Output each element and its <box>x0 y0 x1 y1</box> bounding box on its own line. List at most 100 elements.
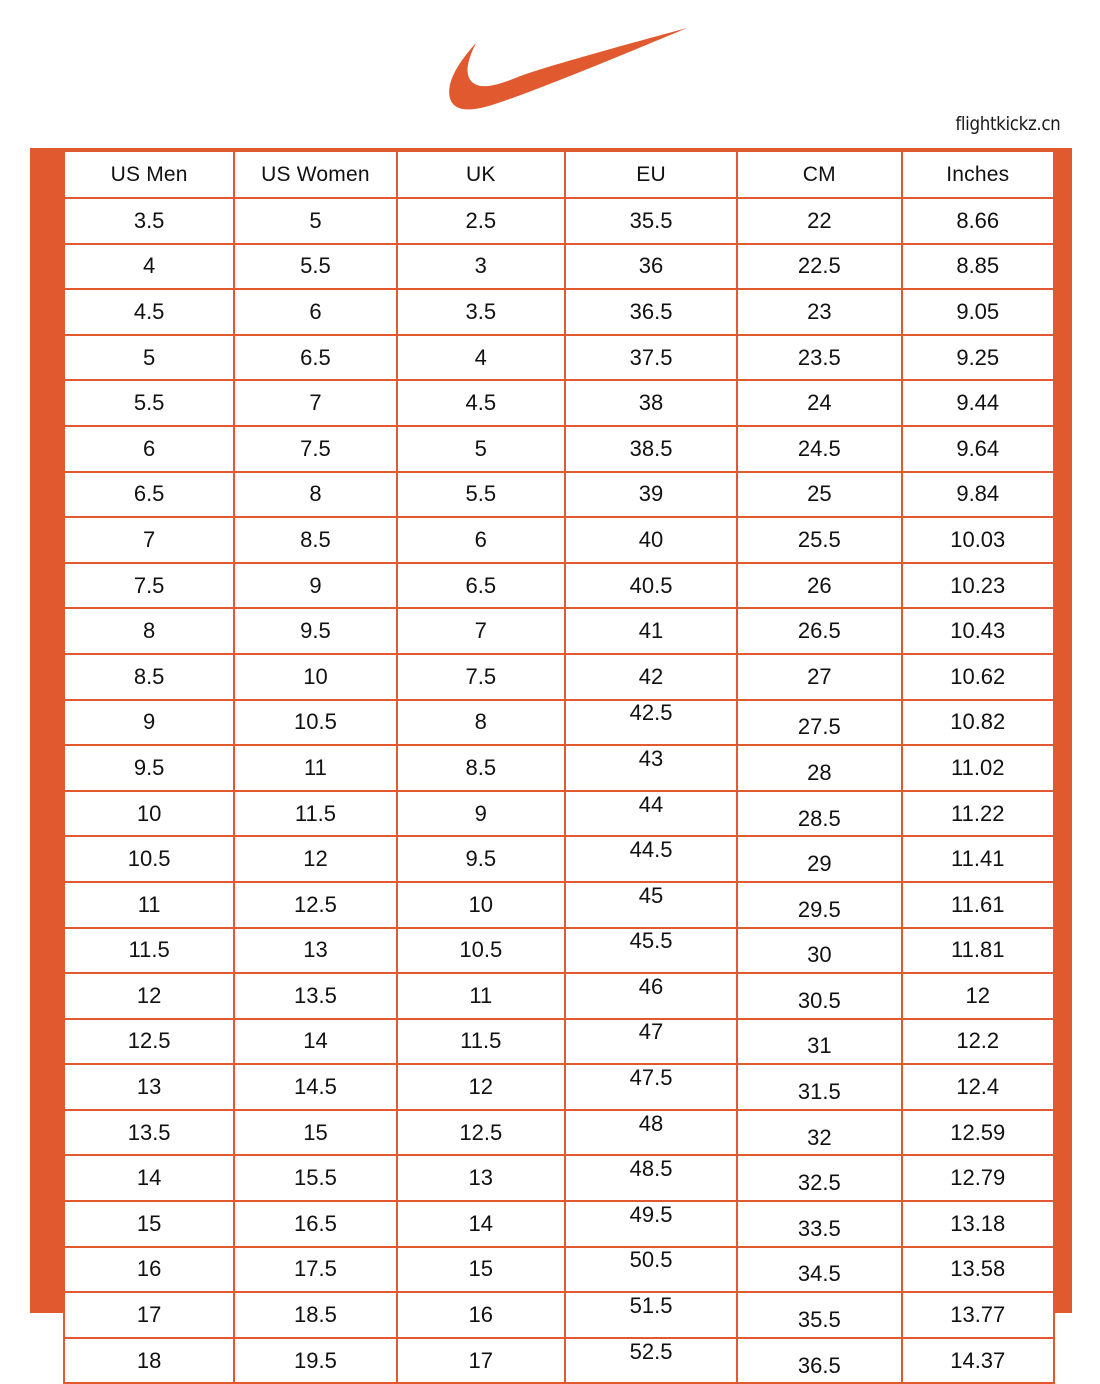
cell-inches: 11.81 <box>900 926 1055 975</box>
cell-uk: 8.5 <box>395 744 566 792</box>
cell-uk: 10 <box>395 880 566 929</box>
cell-cm: 30 <box>736 926 903 975</box>
cell-value: 9.5 <box>300 618 331 644</box>
cell-value: 23.5 <box>797 344 841 370</box>
cell-inches: 12 <box>900 972 1055 1020</box>
cell-us-men: 18 <box>62 1336 236 1384</box>
cell-cm: 27 <box>736 652 903 701</box>
cell-value: 18 <box>136 1347 162 1373</box>
cell-value: 32 <box>807 1124 832 1150</box>
cell-us-women: 17.5 <box>233 1245 398 1294</box>
cell-us-men: 5.5 <box>62 379 236 427</box>
cell-value: 9.44 <box>956 390 1000 416</box>
cell-cm: 25 <box>736 470 903 519</box>
cell-cm: 22.5 <box>736 242 903 291</box>
table-row: 6.5 8 5.5 39 25 9.84 <box>62 470 1055 519</box>
table-row: 8 9.5 7 41 26.5 10.43 <box>62 607 1055 655</box>
cell-uk: 7.5 <box>395 652 566 701</box>
cell-value: 10.43 <box>950 618 1006 644</box>
cell-value: 13.58 <box>950 1256 1006 1282</box>
cell-value: 10 <box>136 800 162 826</box>
left-accent-bar <box>30 148 63 1313</box>
cell-eu: 36.5 <box>563 288 739 336</box>
cell-value: 50.5 <box>629 1247 673 1273</box>
cell-uk: 5.5 <box>395 470 566 519</box>
cell-uk: 13 <box>395 1154 566 1203</box>
cell-inches: 12.59 <box>900 1108 1055 1157</box>
cell-value: 11.5 <box>128 937 170 963</box>
cell-value: 43 <box>638 745 664 771</box>
cell-value: 10.03 <box>950 526 1006 552</box>
cell-value: 6 <box>309 298 322 324</box>
cell-value: 9 <box>309 572 322 598</box>
cell-value: 10.23 <box>950 572 1006 598</box>
cell-value: 10 <box>303 663 328 689</box>
cell-value: 10 <box>468 891 494 917</box>
cell-value: 11.02 <box>951 754 1005 780</box>
cell-value: 11.41 <box>951 846 1005 872</box>
cell-value: 22 <box>807 207 832 233</box>
cell-us-women: 7 <box>233 379 398 427</box>
cell-value: 17.5 <box>294 1256 337 1282</box>
cell-uk: 6.5 <box>395 561 566 610</box>
cell-value: 13 <box>136 1074 162 1100</box>
cell-value: 37.5 <box>629 344 673 370</box>
cell-eu: 52.5 <box>563 1336 739 1384</box>
cell-us-women: 6 <box>233 288 398 336</box>
table-row: 10 11.5 9 44 28.5 11.22 <box>62 789 1055 838</box>
cell-cm: 29 <box>736 835 903 883</box>
cell-inches: 8.66 <box>900 197 1055 245</box>
cell-value: 24 <box>807 390 832 416</box>
cell-value: 13.18 <box>950 1210 1006 1236</box>
cell-value: 8 <box>474 709 487 735</box>
cell-cm: 23.5 <box>736 333 903 382</box>
cell-value: 35.5 <box>629 207 673 233</box>
cell-inches: 10.43 <box>900 607 1055 655</box>
cell-value: 10.82 <box>950 709 1006 735</box>
cell-value: 17 <box>468 1347 494 1373</box>
cell-us-women: 16.5 <box>233 1200 398 1248</box>
table-row: 13 14.5 12 47.5 31.5 12.4 <box>62 1063 1055 1111</box>
cell-value: 3 <box>474 253 487 279</box>
cell-inches: 10.62 <box>900 652 1055 701</box>
cell-value: 29 <box>807 851 832 877</box>
cell-us-women: 15.5 <box>233 1154 398 1203</box>
cell-eu: 50.5 <box>563 1245 739 1294</box>
cell-value: 9.25 <box>956 344 1000 370</box>
table-row: 17 18.5 16 51.5 35.5 13.77 <box>62 1291 1055 1339</box>
cell-value: 33.5 <box>797 1215 841 1241</box>
cell-value: 39 <box>638 481 664 507</box>
cell-us-men: 6 <box>62 424 236 473</box>
cell-inches: 9.05 <box>900 288 1055 336</box>
cell-value: 5 <box>143 344 156 370</box>
cell-eu: 47 <box>563 1017 739 1066</box>
cell-us-men: 11 <box>62 880 236 929</box>
cell-value: 4 <box>143 253 156 279</box>
cell-cm: 24 <box>736 379 903 427</box>
cell-cm: 28 <box>736 744 903 792</box>
table-row: 5 6.5 4 37.5 23.5 9.25 <box>62 333 1055 382</box>
nike-swoosh-icon <box>448 26 688 116</box>
cell-inches: 9.25 <box>900 333 1055 382</box>
cell-value: 12 <box>136 982 162 1008</box>
cell-us-women: 18.5 <box>233 1291 398 1339</box>
table-body: 3.5 5 2.5 35.5 22 8.66 4 5.5 3 36 22.5 8.85 4.5 6 3.5 3… <box>62 197 1055 1384</box>
cell-eu: 48 <box>563 1108 739 1157</box>
cell-value: 5 <box>474 435 487 461</box>
cell-value: 12 <box>965 982 990 1008</box>
cell-value: 9.5 <box>133 754 165 780</box>
cell-value: 10.5 <box>127 846 171 872</box>
cell-value: 13 <box>303 937 328 963</box>
cell-value: 6.5 <box>465 572 497 598</box>
cell-value: 7 <box>474 618 487 644</box>
right-accent-bar <box>1055 148 1072 1313</box>
cell-value: 5 <box>309 207 322 233</box>
cell-us-men: 3.5 <box>62 197 236 245</box>
cell-us-women: 6.5 <box>233 333 398 382</box>
cell-value: 24.5 <box>797 435 841 461</box>
cell-us-women: 13.5 <box>233 972 398 1020</box>
cell-us-men: 13.5 <box>62 1108 236 1157</box>
cell-value: 36.5 <box>629 298 673 324</box>
cell-value: 16.5 <box>294 1210 337 1236</box>
cell-value: 6.5 <box>300 344 331 370</box>
